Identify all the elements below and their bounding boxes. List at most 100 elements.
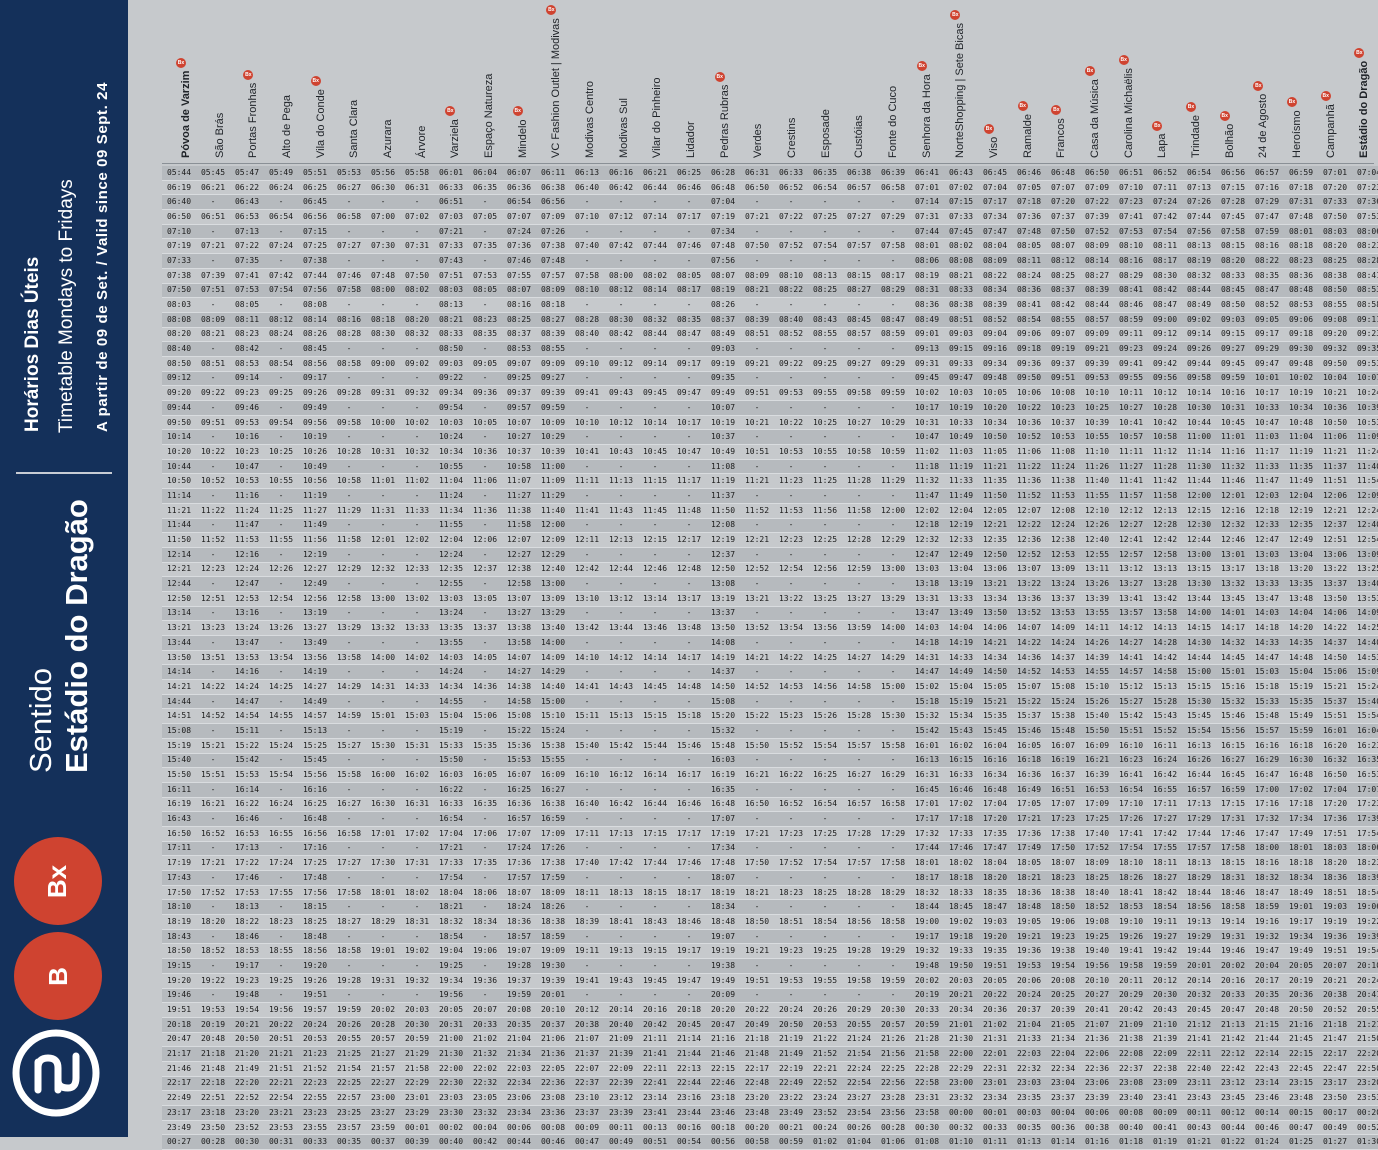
time-cell: 20:50	[774, 1017, 808, 1033]
time-cell: 12:13	[604, 532, 638, 548]
time-cell: 11:56	[808, 503, 842, 519]
time-cell: 10:47	[910, 429, 944, 446]
stop-header: NorteShopping | Sete Bicas Bx	[938, 0, 972, 162]
time-cell: 10:45	[638, 444, 672, 460]
time-cell: 14:11	[1080, 620, 1114, 636]
time-cell: 14:57	[298, 708, 332, 725]
time-cell: 14:33	[400, 679, 434, 695]
time-cell: 09:18	[1012, 341, 1046, 357]
time-cell: 08:49	[1182, 297, 1216, 313]
time-cell: 08:13	[808, 268, 842, 284]
time-cell: 01:08	[910, 1134, 944, 1150]
time-cell: 12:46	[638, 562, 672, 578]
time-cell: -	[468, 518, 502, 534]
time-cell: 08:05	[1012, 238, 1046, 255]
time-cell: -	[876, 635, 910, 651]
time-cell: 00:14	[1250, 1105, 1284, 1121]
time-cell: 09:01	[910, 327, 944, 343]
time-cell: 18:51	[774, 914, 808, 930]
time-cell: 17:36	[1318, 811, 1352, 827]
time-cell: 15:26	[808, 708, 842, 725]
time-cell: 07:42	[604, 238, 638, 255]
time-cell: 13:40	[536, 620, 570, 636]
time-cell: -	[638, 753, 672, 769]
time-cell: 14:15	[1182, 620, 1216, 636]
time-cell: 08:07	[1046, 238, 1080, 255]
time-cell: 15:27	[1114, 694, 1148, 710]
time-cell: 08:47	[672, 327, 706, 343]
time-cell: 12:52	[740, 562, 774, 578]
time-cell: 22:01	[978, 1046, 1012, 1062]
time-cell: 23:21	[264, 1105, 298, 1121]
time-cell: -	[196, 664, 230, 681]
time-cell: 20:10	[1352, 958, 1378, 974]
time-cell: -	[740, 459, 774, 475]
time-cell: 11:46	[1216, 473, 1250, 490]
time-cell: 09:12	[162, 371, 196, 387]
time-cell: 16:55	[264, 826, 298, 842]
time-cell: 16:35	[468, 797, 502, 813]
time-cell: 15:35	[978, 708, 1012, 725]
time-cell: 14:34	[434, 679, 468, 695]
time-cell: 06:54	[502, 194, 536, 211]
time-cell: 07:52	[774, 238, 808, 255]
time-cell: -	[570, 459, 604, 475]
time-cell: -	[332, 811, 366, 827]
time-cell: 17:22	[230, 855, 264, 871]
time-cell: 17:11	[1148, 797, 1182, 813]
time-cell: -	[400, 606, 434, 622]
table-row: 11:50 11:52 11:53 11:55 11:56 11:58 12:01 12:02…	[162, 532, 1378, 548]
time-cell: 13:39	[1080, 591, 1114, 607]
time-cell: 15:43	[944, 723, 978, 739]
time-cell: 14:50	[706, 679, 740, 695]
time-cell: 14:52	[196, 708, 230, 725]
time-cell: 13:00	[366, 591, 400, 607]
time-cell: -	[570, 297, 604, 313]
time-cell: 08:50	[434, 341, 468, 357]
time-cell: -	[740, 723, 774, 739]
time-cell: 18:29	[366, 914, 400, 930]
validity-note: A partir de 09 de Set. / Valid since 09 …	[94, 81, 111, 432]
time-cell: 18:46	[230, 929, 264, 945]
time-cell: 15:15	[638, 708, 672, 725]
time-cell: 12:54	[1352, 532, 1378, 548]
time-cell: -	[332, 371, 366, 387]
time-cell: -	[604, 929, 638, 945]
time-cell: 11:56	[298, 532, 332, 548]
time-cell: 19:35	[978, 943, 1012, 960]
time-cell: 12:06	[1318, 488, 1352, 504]
table-row: 17:50 17:52 17:53 17:55 17:56 17:58 18:01 18:02…	[162, 885, 1378, 901]
time-cell: 20:06	[1012, 973, 1046, 989]
time-cell: 16:58	[876, 797, 910, 813]
time-cell: -	[570, 958, 604, 974]
time-cell: 06:39	[876, 166, 910, 181]
time-cell: 07:25	[298, 238, 332, 255]
time-cell: 19:18	[944, 929, 978, 945]
table-row: 21:46 21:48 21:49 21:51 21:52 21:54 21:57 21:58…	[162, 1061, 1378, 1077]
time-cell: 16:22	[230, 797, 264, 813]
time-cell: 08:45	[842, 312, 876, 328]
time-cell: 14:37	[1046, 650, 1080, 666]
table-row: 18:43-18:46-18:48- - -18:54-18:57 18:59- - - -…	[162, 929, 1378, 945]
time-cell: 23:16	[672, 1090, 706, 1106]
time-cell: 17:32	[1250, 811, 1284, 827]
time-cell: 17:41	[1114, 826, 1148, 842]
time-cell: 13:56	[808, 620, 842, 636]
time-cell: 08:05	[230, 297, 264, 313]
time-cell: 21:11	[638, 1032, 672, 1048]
time-cell: 17:43	[162, 870, 196, 886]
time-cell: -	[468, 194, 502, 211]
time-cell: 15:44	[638, 738, 672, 754]
time-cell: 12:26	[1080, 518, 1114, 534]
time-cell: 08:44	[1080, 297, 1114, 313]
time-cell: 18:53	[230, 943, 264, 960]
time-cell: 15:26	[1080, 694, 1114, 710]
time-cell: 17:09	[536, 826, 570, 842]
time-cell: -	[740, 841, 774, 857]
time-cell: 18:18	[944, 870, 978, 886]
time-cell: -	[842, 929, 876, 945]
time-cell: 11:53	[774, 503, 808, 519]
time-cell: 08:55	[536, 341, 570, 357]
time-cell: 07:22	[230, 238, 264, 255]
time-cell: -	[604, 723, 638, 739]
